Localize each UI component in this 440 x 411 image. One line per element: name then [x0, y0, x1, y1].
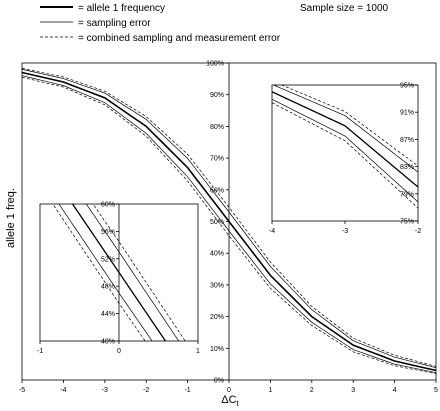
- inset-y-tick-label: 60%: [101, 202, 115, 209]
- inset-upper-right: -4 -3 -275% 79% 83% 87% 91% 95%: [269, 83, 421, 236]
- series-allele-frequency: [272, 91, 418, 188]
- series-combined-error-upper: [280, 85, 418, 167]
- inset-y-tick-label: 40%: [101, 339, 115, 346]
- x-tick-label: -1: [184, 387, 190, 394]
- series-combined-error-upper: [22, 68, 436, 367]
- x-tick-label: -5: [19, 387, 25, 394]
- chart-legend: = allele 1 frequency = sampling error = …: [40, 3, 281, 44]
- series-sampling-error-upper: [85, 204, 180, 341]
- x-tick-label: 1: [268, 387, 272, 394]
- y-tick-label: 30%: [210, 282, 224, 289]
- inset-y-tick-label: 52%: [101, 256, 115, 263]
- x-tick-label: -4: [60, 387, 66, 394]
- x-tick-label: 3: [351, 387, 355, 394]
- inset-y-tick-label: 91%: [400, 110, 414, 117]
- inset-y-tick-label: 75%: [400, 219, 414, 226]
- series-combined-error-lower: [272, 102, 418, 209]
- inset-y-tick-label: 83%: [400, 164, 414, 171]
- inset-x-tick-label: 0: [117, 348, 121, 355]
- series-allele-frequency: [71, 204, 167, 341]
- series-sampling-error-lower: [272, 98, 418, 203]
- y-tick-label: 0%: [214, 378, 224, 385]
- series-sampling-error-upper: [22, 68, 436, 368]
- series-sampling-error-lower: [58, 204, 153, 341]
- inset-x-tick-label: 1: [196, 348, 200, 355]
- inset-x-tick-label: -1: [37, 348, 43, 355]
- y-tick-label: 80%: [210, 124, 224, 131]
- x-tick-label: -2: [143, 387, 149, 394]
- inset-x-tick-label: -2: [415, 228, 421, 235]
- y-axis-label: allele 1 freq.: [5, 188, 17, 248]
- x-tick-label: 0: [227, 387, 231, 394]
- inset-frame: [271, 84, 419, 222]
- series-allele-frequency: [22, 71, 436, 372]
- x-axis-label: ΔCt: [221, 394, 239, 408]
- inset-y-tick-label: 44%: [101, 311, 115, 318]
- inset-x-tick-label: -4: [269, 228, 275, 235]
- inset-lower-left: -1 0 140%44%48%52%56%60%: [37, 202, 200, 356]
- legend-label-combined-error: = combined sampling and measurement erro…: [78, 33, 281, 44]
- inset-y-tick-label: 56%: [101, 229, 115, 236]
- legend-label-allele-frequency: = allele 1 frequency: [78, 3, 165, 14]
- legend-label-sampling-error: = sampling error: [78, 18, 151, 29]
- series-combined-error-lower: [22, 76, 436, 375]
- series-sampling-error-lower: [22, 75, 436, 374]
- y-tick-label: 70%: [210, 156, 224, 163]
- y-tick-label: 100%: [206, 61, 224, 68]
- inset-y-tick-label: 87%: [400, 137, 414, 144]
- x-tick-label: 2: [310, 387, 314, 394]
- y-tick-label: 10%: [210, 346, 224, 353]
- inset-y-tick-label: 95%: [400, 83, 414, 90]
- y-tick-label: 40%: [210, 251, 224, 258]
- y-tick-label: 90%: [210, 92, 224, 99]
- y-tick-label: 60%: [210, 187, 224, 194]
- x-tick-label: 5: [434, 387, 438, 394]
- main-plot: -5 -4 -3 -2 -1 0 1 2 3 4 50%10%20%30%40%50%60%70%8…: [19, 61, 438, 395]
- series-sampling-error-upper: [272, 85, 418, 173]
- inset-x-tick-label: -3: [342, 228, 348, 235]
- series-combined-error-lower: [52, 204, 146, 341]
- y-tick-label: 20%: [210, 314, 224, 321]
- inset-y-tick-label: 79%: [400, 191, 414, 198]
- x-tick-label: -3: [102, 387, 108, 394]
- x-tick-label: 4: [393, 387, 397, 394]
- y-tick-label: 50%: [210, 219, 224, 226]
- sample-size-annotation: Sample size = 1000: [300, 3, 389, 14]
